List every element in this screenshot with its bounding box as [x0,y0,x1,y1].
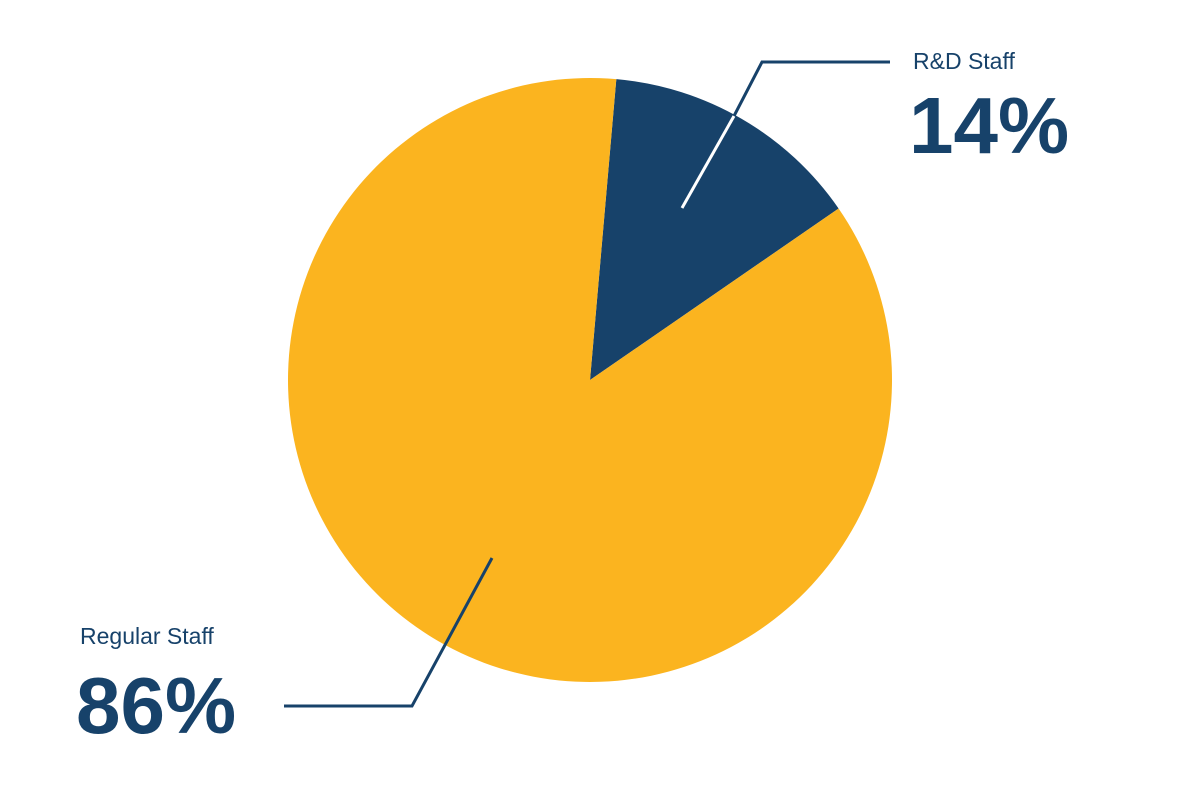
value-label: 86% [76,661,236,750]
leader-line [732,60,890,117]
slice-label: Regular Staff [80,623,214,649]
slice-label: R&D Staff [913,48,1015,74]
leader-line [284,557,494,708]
value-label: 14% [909,81,1069,170]
pie-slice [590,79,839,380]
leader-line [680,115,736,209]
pie-slice [288,78,893,682]
